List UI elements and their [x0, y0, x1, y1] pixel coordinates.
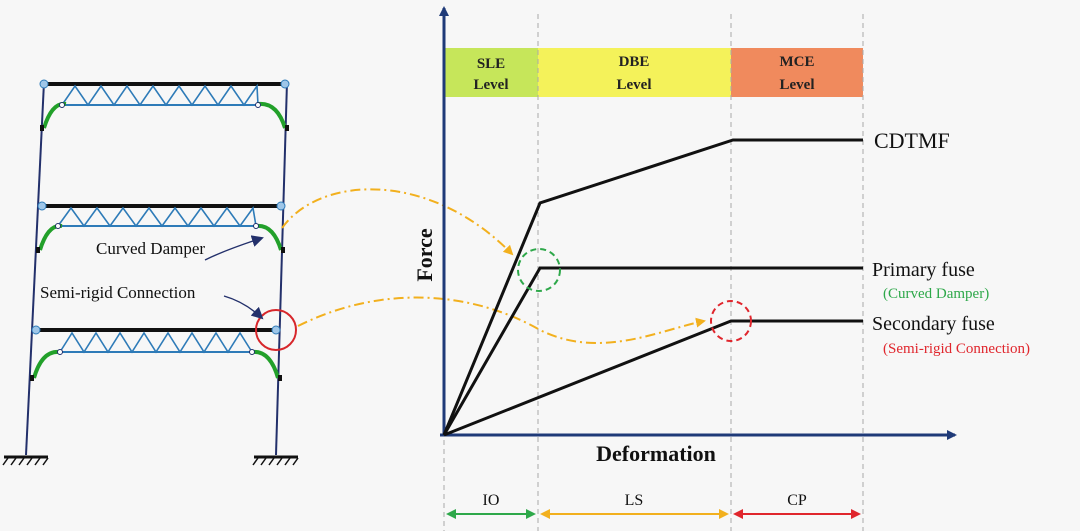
truss-floor-middle — [36, 201, 286, 253]
io-label: IO — [483, 492, 500, 509]
dbe-label-line1: DBE — [619, 54, 650, 70]
right-column — [275, 81, 288, 456]
sle-label-line2: Level — [474, 77, 509, 93]
dbe-label-line2: Level — [617, 77, 652, 93]
sle-band — [444, 48, 538, 97]
cdtmf-curve — [442, 138, 863, 436]
dbe-band — [538, 48, 731, 97]
mce-band — [731, 48, 863, 97]
cdtmf-label: CDTMF — [874, 128, 950, 153]
performance-chart: SLE Level DBE Level MCE Level Force Defo… — [412, 6, 1030, 531]
primary-fuse-curve — [442, 266, 863, 436]
curved-damper-label: Curved Damper — [96, 239, 205, 258]
x-axis-label: Deformation — [596, 441, 716, 466]
connection-to-secondary-arrow — [297, 296, 706, 344]
primary-fuse-sub: (Curved Damper) — [883, 286, 989, 302]
left-column — [25, 81, 45, 456]
secondary-fuse-curve — [443, 319, 863, 437]
sle-label-line1: SLE — [477, 56, 505, 72]
y-axis-label: Force — [412, 228, 437, 282]
secondary-fuse-label: Secondary fuse — [872, 313, 995, 335]
ls-label: LS — [625, 492, 644, 509]
frame-drawing: Curved Damper Semi-rigid Connection — [2, 79, 299, 466]
damper-to-primary-arrow — [281, 188, 514, 256]
semi-rigid-highlight-circle — [255, 309, 297, 351]
secondary-fuse-sub: (Semi-rigid Connection) — [883, 341, 1030, 357]
mce-label-line2: Level — [780, 77, 815, 93]
secondary-yield-circle — [710, 300, 752, 342]
primary-fuse-label: Primary fuse — [872, 259, 975, 281]
curved-damper-pointer — [204, 235, 264, 261]
left-support — [2, 455, 49, 466]
right-support — [252, 455, 299, 466]
semi-rigid-pointer — [223, 295, 264, 320]
semi-rigid-label: Semi-rigid Connection — [40, 283, 196, 302]
truss-floor-bottom — [30, 325, 282, 381]
truss-floor-top — [39, 79, 290, 131]
mce-label-line1: MCE — [780, 54, 815, 70]
primary-yield-circle — [517, 248, 561, 292]
cp-label: CP — [787, 492, 807, 509]
